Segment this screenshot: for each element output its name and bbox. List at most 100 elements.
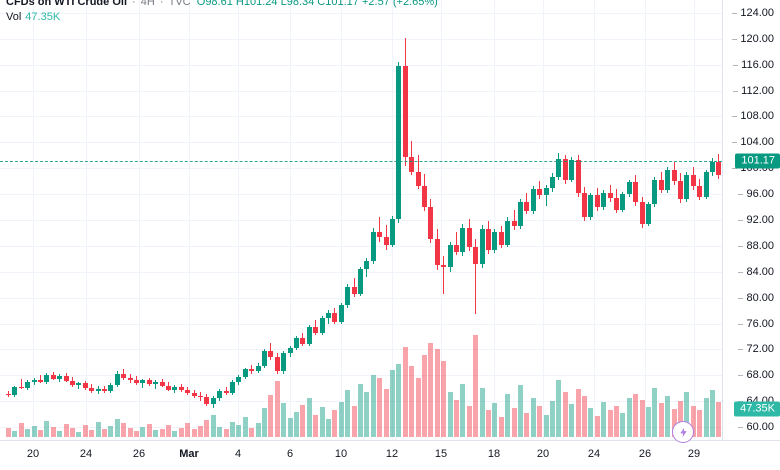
candle-body <box>614 198 619 210</box>
candlestick <box>185 0 191 440</box>
price-tick-dash <box>738 375 744 377</box>
candlestick <box>511 0 517 440</box>
candle-wick <box>417 154 419 189</box>
volume-bar <box>607 410 613 437</box>
candlestick <box>236 0 242 440</box>
volume-bar <box>146 423 152 437</box>
candle-body <box>38 380 43 382</box>
volume-bar <box>370 374 376 437</box>
legend-interval[interactable]: 4H <box>140 0 155 8</box>
grid-line-horizontal <box>0 375 722 376</box>
candlestick <box>505 0 511 440</box>
lightning-bolt-icon[interactable] <box>672 421 694 443</box>
candlestick <box>556 0 562 440</box>
volume-bar <box>434 349 440 437</box>
volume-bar <box>537 406 543 437</box>
candlestick <box>550 0 555 440</box>
volume-bar <box>12 430 18 437</box>
candle-body <box>434 238 440 266</box>
candlestick <box>697 0 703 440</box>
price-axis-tick: 120.00 <box>732 33 774 45</box>
candle-body <box>268 350 274 358</box>
candle-body <box>89 388 95 391</box>
candle-body <box>633 182 639 202</box>
candle-body <box>370 231 376 262</box>
volume-bar <box>543 414 549 437</box>
time-axis-tick: 10 <box>334 448 348 460</box>
candle-body <box>396 66 402 220</box>
candle-body <box>703 172 709 197</box>
legend-low-value: 98.34 <box>286 0 315 8</box>
legend-low-label: L <box>280 0 287 8</box>
candle-body <box>108 385 114 392</box>
time-axis-tick: Mar <box>179 448 199 460</box>
candle-body <box>626 182 632 195</box>
candlestick <box>287 0 293 440</box>
grid-line-vertical <box>189 0 190 440</box>
grid-line-vertical <box>694 0 695 440</box>
time-axis-tick: 4 <box>234 448 242 460</box>
time-axis[interactable]: 20 24 26 Mar 4 6 10 12 15 18 20 24 26 29 <box>0 440 780 470</box>
candlestick <box>575 0 581 440</box>
volume-bar <box>588 408 594 437</box>
candle-body <box>460 227 466 253</box>
candle-body <box>351 286 357 294</box>
candlestick <box>50 0 56 440</box>
candlestick <box>370 0 376 440</box>
candlestick <box>684 0 690 440</box>
candlestick <box>402 0 408 440</box>
candle-body <box>390 219 395 246</box>
grid-line-horizontal <box>0 427 722 428</box>
candlestick <box>358 0 363 440</box>
grid-line-vertical <box>441 0 442 440</box>
volume-bar <box>338 402 344 437</box>
candle-body <box>121 374 127 378</box>
candlestick <box>601 0 607 440</box>
legend-close-label: C <box>317 0 326 8</box>
price-axis[interactable]: 124.00 120.00 116.00 112.00 108.00 104.00 100.… <box>722 0 780 440</box>
volume-bar <box>332 410 338 437</box>
volume-bar <box>556 379 562 437</box>
candlestick <box>300 0 306 440</box>
candlestick <box>230 0 235 440</box>
chart-plot-area[interactable] <box>0 0 722 440</box>
candlestick <box>492 0 498 440</box>
volume-label[interactable]: Vol <box>6 11 22 23</box>
candlestick <box>473 0 479 440</box>
grid-line-horizontal <box>0 142 722 143</box>
price-axis-tick: 68.00 <box>738 369 774 381</box>
volume-bar <box>614 406 619 437</box>
volume-bar <box>287 417 293 437</box>
candle-body <box>358 269 363 294</box>
candle-body <box>255 365 261 372</box>
grid-line-horizontal <box>0 324 722 325</box>
price-tick-dash <box>732 12 738 14</box>
volume-bar <box>159 428 165 437</box>
volume-bar <box>345 390 351 437</box>
candle-body <box>447 245 453 267</box>
volume-bar <box>204 419 210 437</box>
volume-value-badge[interactable]: 47.35K <box>734 401 780 417</box>
volume-bar <box>274 380 280 437</box>
price-axis-tick: 116.00 <box>733 59 774 71</box>
candlestick <box>82 0 88 440</box>
candle-body <box>498 232 504 245</box>
candlestick <box>364 0 370 440</box>
legend-symbol[interactable]: CFDs on WTI Crude Oil <box>6 0 127 8</box>
price-axis-tick: 80.00 <box>738 292 774 304</box>
volume-bar <box>524 412 530 437</box>
price-axis-tick: 108.00 <box>732 110 774 122</box>
candlestick <box>12 0 18 440</box>
candle-body <box>601 192 607 208</box>
chart-legend: CFDs on WTI Crude Oil · 4H · TVC O98.61 … <box>6 0 438 24</box>
candlestick <box>121 0 127 440</box>
candle-body <box>332 313 338 322</box>
volume-bar <box>50 426 56 437</box>
current-price-badge[interactable]: 101.17 <box>735 153 780 169</box>
candle-body <box>223 390 229 393</box>
grid-line-horizontal <box>0 349 722 350</box>
candlestick <box>479 0 485 440</box>
candlestick <box>319 0 325 440</box>
candlestick <box>294 0 299 440</box>
volume-bar <box>441 360 447 437</box>
